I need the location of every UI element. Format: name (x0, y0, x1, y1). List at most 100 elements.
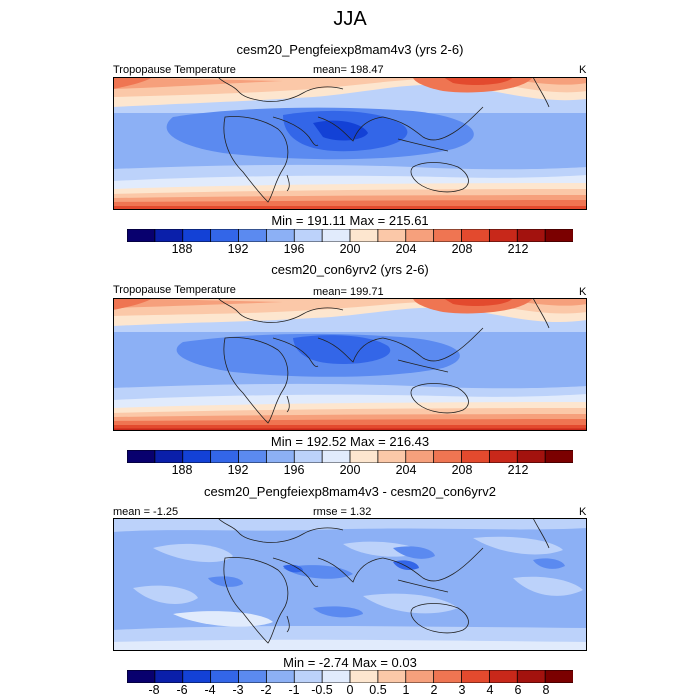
coastline (223, 337, 289, 424)
panel-1-units: K (579, 64, 587, 76)
coastline (382, 327, 484, 362)
colorbar-tick-label: 200 (339, 463, 361, 477)
colorbar-tick-label: 2 (430, 683, 438, 697)
coastline (317, 557, 384, 583)
coastline (217, 298, 344, 323)
colorbar-swatch (293, 229, 323, 242)
coastline (223, 116, 289, 203)
colorbar-tick-label: -2 (260, 683, 272, 697)
coastline (272, 337, 319, 367)
colorbar-tick-label: 4 (486, 683, 494, 697)
colorbar-swatch (182, 450, 212, 463)
colorbar-swatch (210, 229, 240, 242)
panel-2-units: K (579, 286, 587, 298)
colorbar-tick-label: 0.5 (369, 683, 387, 697)
colorbar-swatch (405, 229, 435, 242)
colorbar-swatch (238, 450, 268, 463)
colorbar-swatch (516, 450, 546, 463)
panel-1-colorbar (127, 229, 573, 242)
colorbar-tick-label: 208 (451, 463, 473, 477)
coastline (532, 77, 550, 108)
colorbar-swatch (377, 450, 407, 463)
coastline (410, 603, 469, 634)
coastline (286, 615, 290, 633)
field-band (133, 585, 198, 604)
panel-2-colorbar-ticks: 188 192 196 200 204 208 212 (127, 463, 573, 479)
field-band (313, 120, 368, 141)
colorbar-tick-label: -1 (288, 683, 300, 697)
colorbar-swatch (544, 670, 573, 683)
coastline (272, 116, 319, 146)
colorbar-swatch (293, 450, 323, 463)
coastline (382, 106, 484, 141)
panel-3-colorbar (127, 670, 573, 683)
colorbar-swatch (154, 670, 184, 683)
colorbar-tick-label: -3 (232, 683, 244, 697)
panel-3-rmse-label: rmse = 1.32 (313, 506, 372, 518)
coastline (532, 298, 550, 329)
panel-1-map (113, 77, 587, 210)
figure-title: JJA (333, 8, 367, 30)
panel-3-mean-label: mean = -1.25 (113, 506, 179, 518)
field-band (513, 576, 583, 596)
colorbar-tick-label: 208 (451, 242, 473, 256)
colorbar-swatch (377, 229, 407, 242)
panel-1-title: cesm20_Pengfeiexp8mam4v3 (yrs 2-6) (236, 42, 464, 57)
colorbar-swatch (293, 670, 323, 683)
field-band (153, 543, 233, 563)
colorbar-swatch (321, 450, 351, 463)
colorbar-swatch (461, 450, 491, 463)
colorbar-tick-label: 1 (402, 683, 410, 697)
colorbar-tick-label: 212 (507, 242, 529, 256)
panel-2-map (113, 298, 587, 431)
colorbar-tick-label: 6 (514, 683, 522, 697)
colorbar-tick-label: -8 (148, 683, 160, 697)
map-frame (113, 77, 587, 210)
coastline (532, 518, 550, 549)
field-band (533, 558, 565, 569)
colorbar-swatch (210, 450, 240, 463)
field-band (393, 546, 435, 559)
panel-3-title: cesm20_Pengfeiexp8mam4v3 - cesm20_con6yr… (204, 484, 496, 499)
coastline (317, 116, 384, 142)
colorbar-tick-label: 200 (339, 242, 361, 256)
panel-1-left-label: Tropopause Temperature (113, 64, 236, 76)
coastline (410, 383, 469, 414)
colorbar-tick-label: 8 (542, 683, 550, 697)
coastline (397, 359, 449, 373)
colorbar-tick-label: 204 (395, 242, 417, 256)
colorbar-swatch (265, 670, 295, 683)
coastline (397, 138, 449, 152)
colorbar-swatch (182, 229, 212, 242)
colorbar-tick-label: -6 (176, 683, 188, 697)
panel-2-minmax: Min = 192.52 Max = 216.43 (270, 434, 430, 449)
colorbar-swatch (488, 229, 518, 242)
panel-3-minmax: Min = -2.74 Max = 0.03 (283, 655, 417, 670)
colorbar-swatch (321, 229, 351, 242)
panel-3-colorbar-ticks: -8 -6 -4 -3 -2 -1 -0.5 0 0.5 1 2 3 4 6 8 (127, 683, 573, 699)
panel-3-units: K (579, 506, 587, 518)
colorbar-swatch (516, 670, 546, 683)
panel-3-map (113, 518, 587, 651)
colorbar-swatch (210, 670, 240, 683)
field-band (113, 77, 153, 89)
coastline (272, 557, 319, 587)
colorbar-tick-label: -0.5 (311, 683, 333, 697)
colorbar-swatch (265, 229, 295, 242)
colorbar-swatch (349, 450, 379, 463)
colorbar-tick-label: 212 (507, 463, 529, 477)
field-band (173, 611, 273, 627)
colorbar-swatch (433, 670, 463, 683)
panel-2-title: cesm20_con6yrv2 (yrs 2-6) (271, 262, 429, 277)
coastline (317, 337, 384, 363)
colorbar-swatch (238, 229, 268, 242)
field-band (113, 518, 587, 532)
colorbar-tick-label: 188 (171, 242, 193, 256)
colorbar-swatch (349, 229, 379, 242)
coastline (217, 518, 344, 543)
colorbar-swatch (127, 450, 156, 463)
colorbar-tick-label: 196 (283, 242, 305, 256)
coastline (382, 547, 484, 582)
colorbar-swatch (544, 229, 573, 242)
coastline (397, 579, 449, 593)
